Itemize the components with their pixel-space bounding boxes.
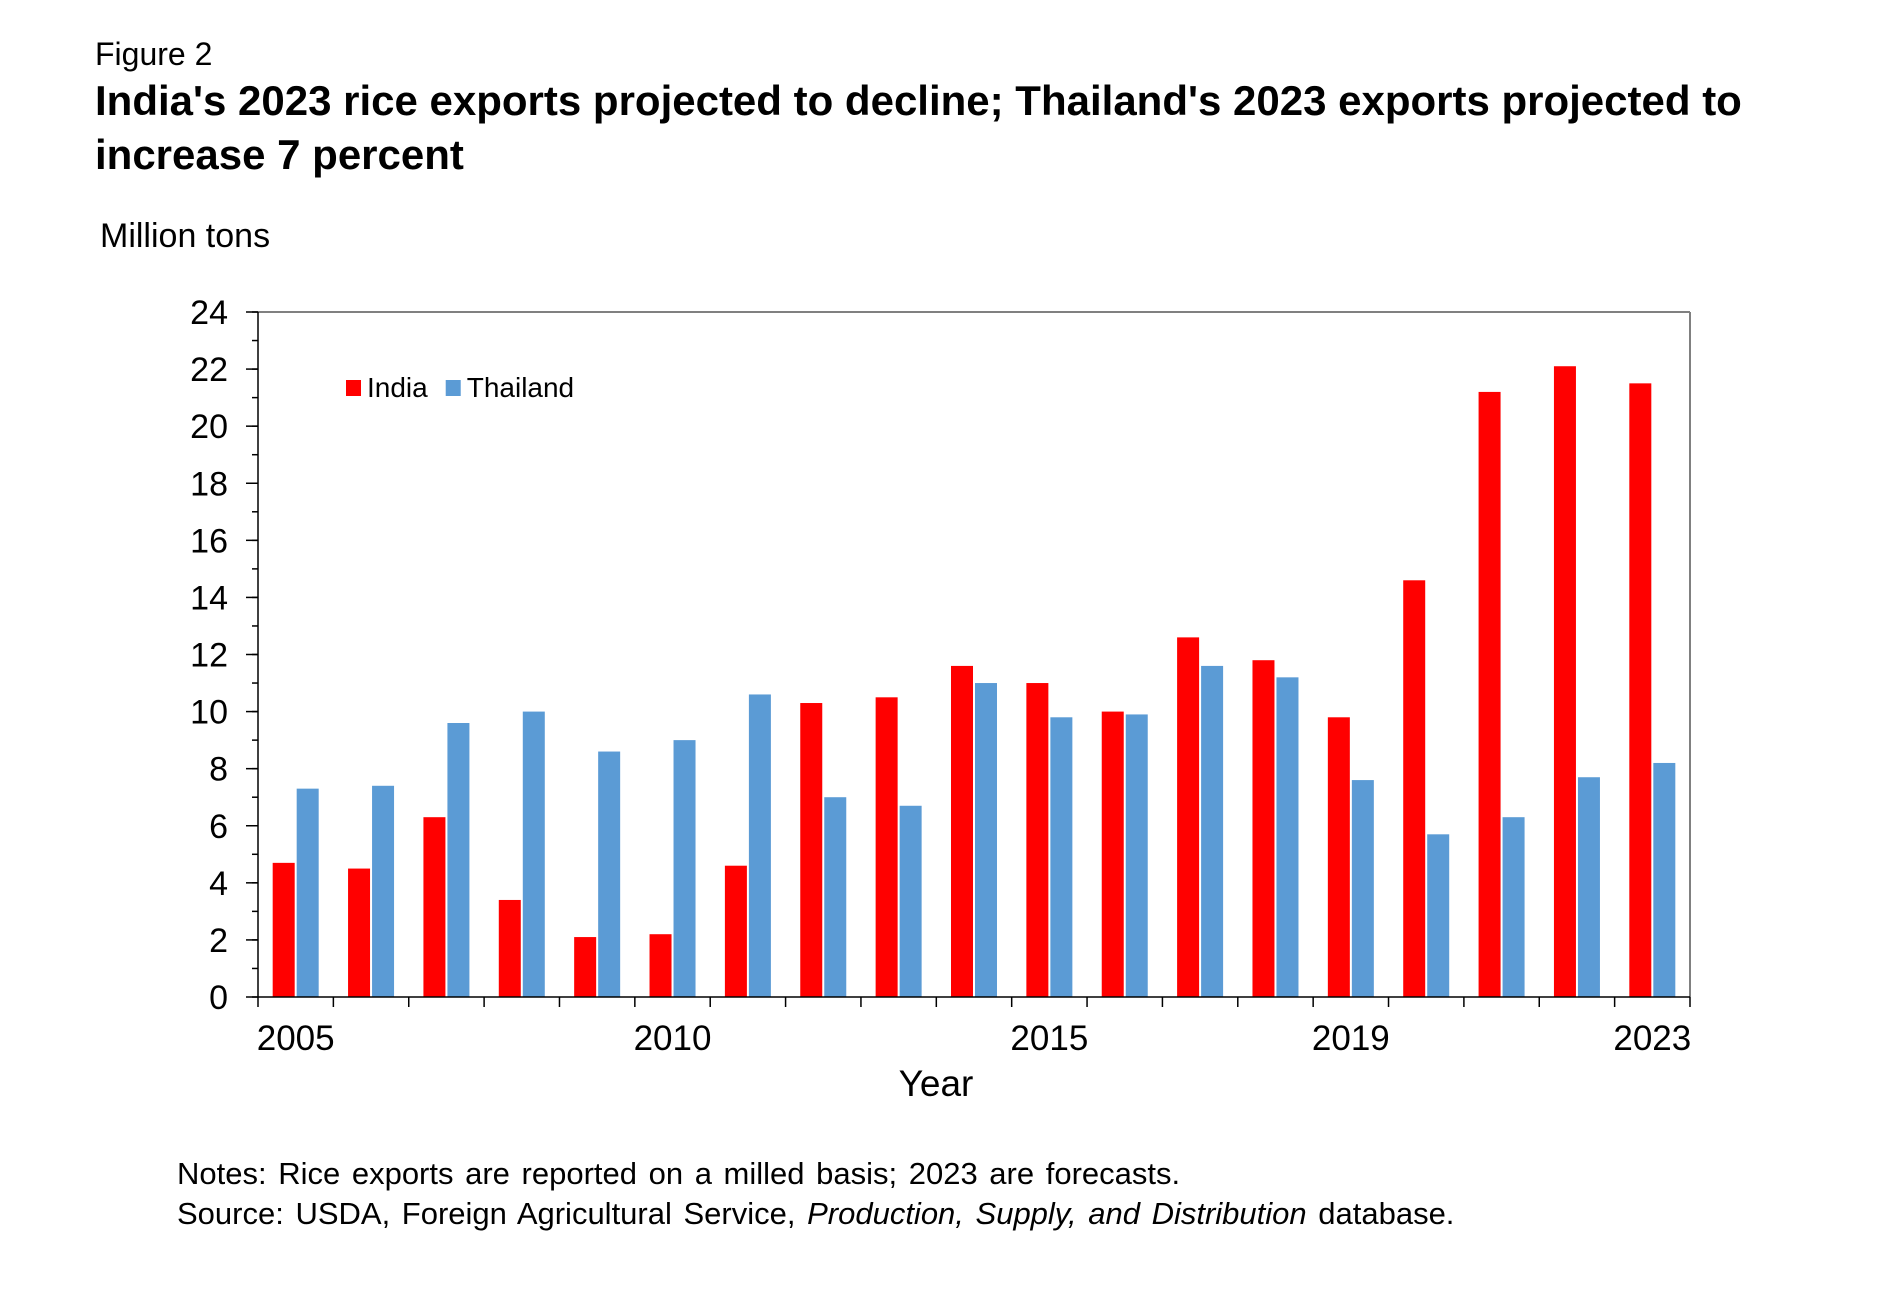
bar-india-2020: [1403, 580, 1426, 997]
x-tick-label: 2005: [257, 1019, 335, 1058]
y-tick-label: 10: [190, 694, 228, 732]
x-tick-label: 2023: [1613, 1019, 1691, 1058]
x-tick-label: 2019: [1312, 1019, 1390, 1058]
y-tick-label: 16: [190, 522, 228, 560]
notes-line: Notes: Rice exports are reported on a mi…: [177, 1156, 1181, 1191]
y-tick-label: 4: [209, 865, 228, 903]
bar-thailand-2012: [824, 797, 847, 997]
bar-india-2009: [574, 937, 597, 997]
bar-thailand-2005: [296, 788, 319, 997]
bar-thailand-2019: [1351, 780, 1374, 997]
x-tick-label: 2015: [1010, 1019, 1088, 1058]
y-tick-label: 12: [190, 637, 228, 675]
bar-india-2012: [800, 703, 823, 997]
y-tick-label: 6: [209, 808, 228, 846]
y-tick-label: 14: [190, 579, 228, 617]
bar-thailand-2007: [447, 723, 470, 997]
bar-thailand-2010: [673, 740, 696, 997]
bar-thailand-2011: [748, 694, 771, 997]
bar-thailand-2009: [598, 751, 621, 997]
bar-thailand-2021: [1502, 817, 1525, 997]
legend-label-india: India: [367, 372, 428, 403]
bar-india-2008: [498, 899, 521, 997]
bar-india-2011: [724, 865, 747, 997]
bar-thailand-2017: [1201, 665, 1224, 997]
source-suffix: database.: [1306, 1196, 1455, 1231]
y-tick-label: 0: [209, 979, 228, 1017]
bar-india-2015: [1026, 683, 1049, 997]
bar-thailand-2006: [372, 785, 395, 997]
bar-thailand-2013: [899, 805, 922, 997]
bar-thailand-2020: [1427, 834, 1450, 997]
bar-india-2016: [1101, 711, 1124, 997]
legend-swatch-thailand: [445, 380, 461, 396]
bar-thailand-2014: [975, 683, 997, 997]
chart-notes: Notes: Rice exports are reported on a mi…: [177, 1154, 1454, 1234]
bar-thailand-2008: [522, 711, 545, 997]
bar-india-2010: [649, 934, 672, 997]
x-tick-label: 2010: [634, 1019, 712, 1058]
bar-india-2005: [272, 862, 295, 997]
bar-thailand-2015: [1050, 717, 1073, 997]
chart-title: India's 2023 rice exports projected to d…: [95, 77, 1742, 178]
bar-india-2019: [1327, 717, 1350, 997]
y-tick-label: 24: [190, 294, 228, 332]
y-tick-label: 2: [209, 922, 228, 960]
bar-india-2017: [1177, 637, 1200, 997]
legend-swatch-india: [346, 380, 361, 396]
bar-india-2023: [1629, 383, 1652, 998]
bar-thailand-2022: [1577, 777, 1600, 997]
bar-thailand-2016: [1125, 714, 1148, 997]
bar-india-2022: [1553, 366, 1576, 998]
bar-india-2007: [423, 817, 446, 997]
y-axis-label: Million tons: [100, 217, 270, 255]
y-tick-label: 20: [190, 408, 228, 446]
bar-india-2014: [951, 665, 973, 997]
bar-thailand-2023: [1653, 762, 1676, 997]
x-axis-label: Year: [899, 1063, 974, 1104]
y-tick-label: 8: [209, 751, 228, 789]
y-tick-label: 22: [190, 351, 228, 389]
source-prefix: Source: USDA, Foreign Agricultural Servi…: [177, 1196, 808, 1231]
legend-label-thailand: Thailand: [467, 372, 574, 403]
figure-label: Figure 2: [95, 36, 213, 72]
bar-india-2021: [1478, 391, 1501, 998]
bar-thailand-2018: [1276, 677, 1299, 997]
y-tick-label: 18: [190, 465, 228, 503]
source-line: Source: USDA, Foreign Agricultural Servi…: [177, 1194, 1454, 1234]
bar-india-2013: [875, 697, 898, 997]
bar-india-2006: [348, 868, 371, 997]
source-italic: Production, Supply, and Distribution: [807, 1196, 1307, 1231]
bar-india-2018: [1252, 660, 1275, 997]
